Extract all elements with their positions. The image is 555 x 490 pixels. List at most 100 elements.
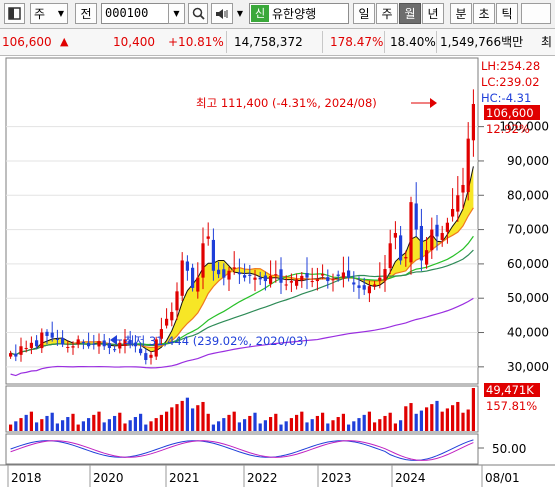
period-day-button[interactable]: 일	[353, 3, 375, 24]
volume-bar	[35, 422, 39, 431]
quote-divider	[226, 31, 227, 53]
candle-body	[175, 291, 179, 311]
volume-bar	[451, 405, 455, 431]
osc-label: 50.00	[492, 442, 526, 456]
candle-body	[289, 281, 293, 283]
candle-body	[35, 340, 39, 347]
quote-divider	[436, 31, 437, 53]
volume-bar	[227, 414, 231, 431]
volume-bar	[71, 413, 75, 431]
candle-body	[19, 346, 23, 355]
candle-body	[248, 274, 252, 276]
volume-bar	[289, 418, 293, 431]
volume-bar	[149, 421, 153, 431]
candle-body	[165, 318, 169, 326]
period-year-button[interactable]: 년	[422, 3, 444, 24]
candle-body	[404, 257, 408, 259]
quote-tail: 최	[541, 35, 553, 49]
volume-bar	[404, 406, 408, 431]
volume-tag	[484, 383, 540, 397]
candle-body	[409, 202, 413, 263]
candle-body	[315, 279, 319, 282]
stock-chart[interactable]: 30,000 40,000 50,000 60,000 70,000 80,000 90,0…	[0, 56, 555, 487]
volume-bar	[19, 418, 23, 431]
high-annotation: 최고 111,400 (-4.31%, 2024/08)	[196, 96, 377, 110]
volume-bar	[40, 419, 44, 431]
candle-body	[139, 348, 143, 354]
chart-window-icon[interactable]	[4, 3, 25, 24]
volume-bar	[97, 411, 101, 431]
volume-bar	[331, 420, 335, 431]
volume-bar	[300, 411, 304, 431]
volume-bar	[414, 413, 418, 431]
volume-bar	[139, 413, 143, 431]
candle-body	[232, 267, 236, 269]
volume-bar	[388, 412, 392, 431]
speaker-dropdown-chevron-down-icon[interactable]: ▼	[236, 9, 244, 18]
new-badge: 신	[251, 5, 269, 22]
candle-body	[388, 243, 392, 269]
volume-bar	[274, 413, 278, 431]
volume-bar	[222, 418, 226, 431]
type-select[interactable]: 주 ▼	[30, 3, 68, 24]
volume-bar	[81, 421, 85, 431]
candle-body	[55, 338, 59, 340]
volume-bar	[269, 417, 273, 431]
quote-divider	[322, 31, 323, 53]
search-icon[interactable]	[188, 3, 208, 24]
candle-body	[378, 277, 382, 281]
candle-body	[393, 233, 397, 238]
period-month-button[interactable]: 월	[399, 3, 421, 24]
minute-button[interactable]: 분	[450, 3, 472, 24]
stock-code-input[interactable]: 000100	[101, 3, 185, 24]
candle-body	[461, 184, 465, 193]
volume-bar	[258, 423, 262, 431]
volume-bar	[76, 424, 80, 431]
volume-bar	[243, 419, 247, 431]
x-tick-label: 2021	[169, 471, 200, 485]
lc-label: LC:239.02	[481, 75, 540, 89]
candle-body	[373, 284, 377, 287]
volume-bar	[29, 411, 33, 431]
candle-body	[191, 267, 195, 288]
volume-bar	[170, 407, 174, 431]
candle-body	[258, 277, 262, 280]
volume-bar	[248, 415, 252, 431]
volume-bar	[92, 414, 96, 431]
volume-ratio: 178.47%	[330, 35, 384, 49]
volume-tag-label: 49,471K	[486, 383, 534, 397]
volume-bar	[61, 420, 65, 431]
candle-body	[180, 260, 184, 296]
volume-bar	[201, 401, 205, 431]
candle-body	[170, 311, 174, 321]
tick-count-input[interactable]	[521, 3, 551, 24]
second-button[interactable]: 초	[473, 3, 495, 24]
volume-bar	[107, 419, 111, 431]
ma60-line	[10, 297, 474, 377]
y-tick-label: 80,000	[507, 188, 549, 202]
y-tick-label: 30,000	[507, 360, 549, 374]
candle-body	[128, 340, 132, 345]
candle-body	[274, 274, 278, 276]
candle-body	[24, 347, 28, 349]
candle-body	[445, 222, 449, 232]
code-dropdown-chevron-down-icon[interactable]: ▼	[168, 3, 185, 24]
tick-label: 틱	[501, 7, 513, 21]
tick-button[interactable]: 틱	[496, 3, 518, 24]
oscillator-line-fast	[10, 439, 474, 461]
candle-body	[399, 235, 403, 261]
volume-bar	[336, 417, 340, 431]
candle-body	[357, 285, 361, 288]
change-percent: +10.81%	[168, 35, 224, 49]
volume-bar	[399, 420, 403, 431]
period-week-button[interactable]: 주	[376, 3, 398, 24]
volume-bar	[367, 411, 371, 431]
candle-body	[425, 250, 429, 265]
candle-body	[222, 269, 226, 278]
volume-bar	[66, 417, 70, 431]
y-tick-label: 50,000	[507, 291, 549, 305]
speaker-icon[interactable]	[211, 3, 233, 24]
price-panel	[5, 57, 479, 385]
jeon-button[interactable]: 전	[75, 3, 97, 24]
stock-name-field[interactable]: 신 유한양행	[249, 3, 349, 24]
